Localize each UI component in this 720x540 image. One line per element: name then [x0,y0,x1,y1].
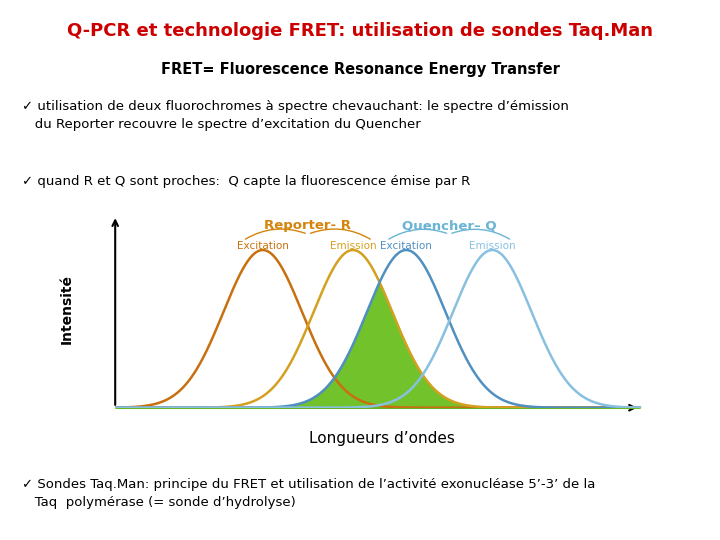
Text: Excitation: Excitation [380,241,432,251]
Text: Longueurs d’ondes: Longueurs d’ondes [309,431,454,447]
Text: ✓ quand R et Q sont proches:  Q capte la fluorescence émise par R: ✓ quand R et Q sont proches: Q capte la … [22,176,470,188]
Text: Emission: Emission [330,241,377,251]
Text: Q-PCR et technologie FRET: utilisation de sondes Taq.Man: Q-PCR et technologie FRET: utilisation d… [67,22,653,39]
Text: ✓ utilisation de deux fluorochromes à spectre chevauchant: le spectre d’émission: ✓ utilisation de deux fluorochromes à sp… [22,100,569,131]
Text: ✓ Sondes Taq.Man: principe du FRET et utilisation de l’activité exonucléase 5’-3: ✓ Sondes Taq.Man: principe du FRET et ut… [22,478,595,509]
Text: Emission: Emission [469,241,516,251]
Text: Reporter- R: Reporter- R [264,219,351,232]
Text: Intensité: Intensité [60,274,74,344]
Text: FRET= Fluorescence Resonance Energy Transfer: FRET= Fluorescence Resonance Energy Tran… [161,62,559,77]
Text: Excitation: Excitation [237,241,289,251]
Text: Quencher– Q: Quencher– Q [402,219,497,232]
